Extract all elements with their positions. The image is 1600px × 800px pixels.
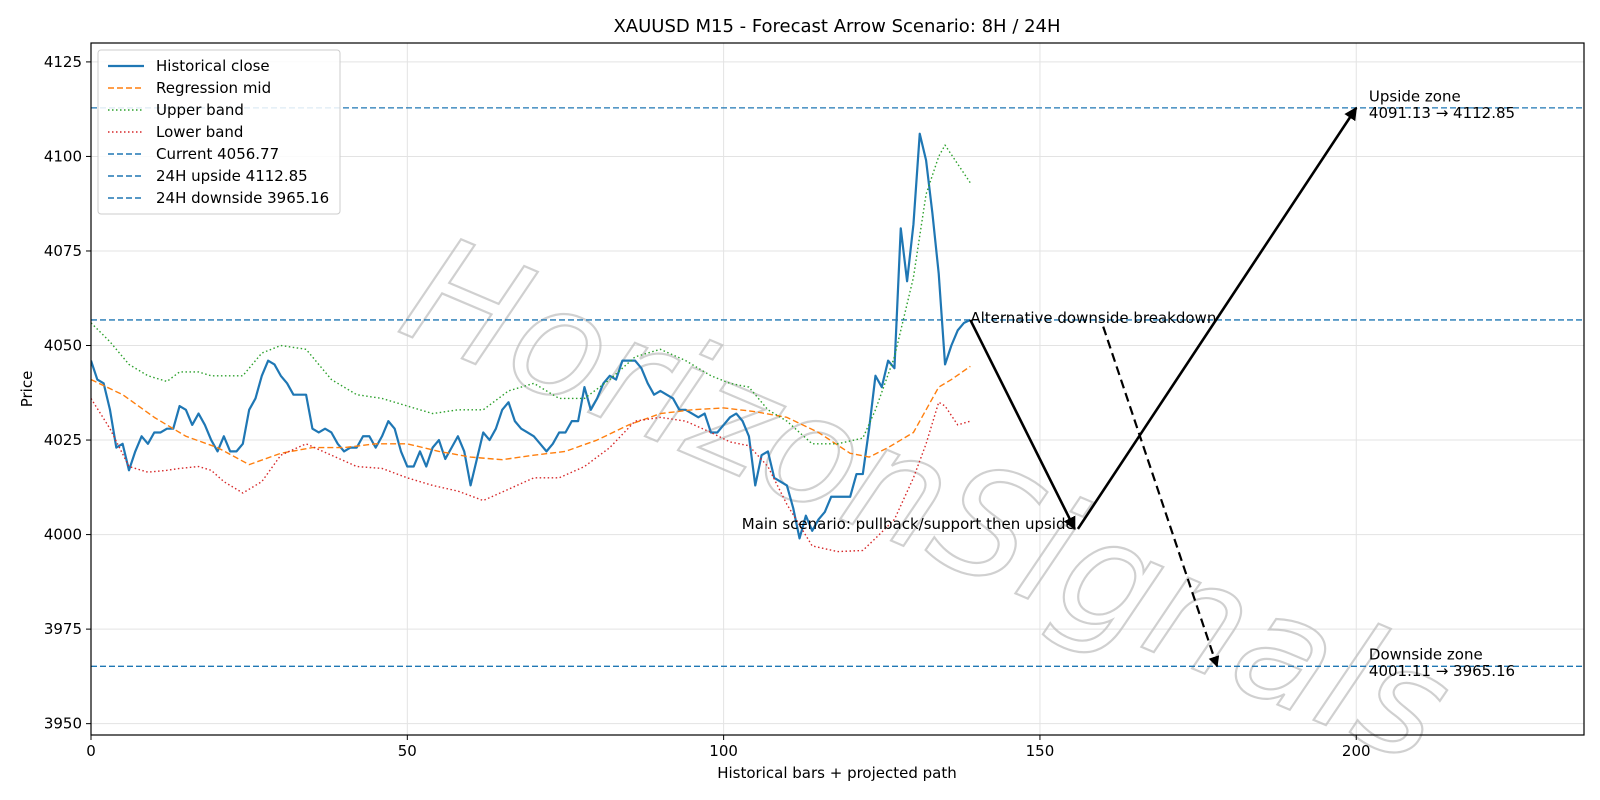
annotation-upside-range: 4091.13 → 4112.85	[1369, 104, 1515, 122]
series-upper-band	[91, 144, 971, 445]
y-tick-label: 4075	[44, 242, 82, 260]
axes: 0 50 100 150 200 3950 3975 4000 4025 4050 4075 4100…	[44, 42, 1585, 760]
arrow-main-up	[1076, 106, 1358, 530]
legend-label: Upper band	[156, 101, 244, 119]
annotation-downside-range: 4001.11 → 3965.16	[1369, 662, 1515, 680]
arrow-alt-down	[1102, 326, 1220, 668]
annotation-downside-title: Downside zone	[1369, 646, 1483, 664]
y-tick-label: 3950	[44, 715, 82, 733]
series-historical-close	[91, 132, 971, 540]
chart-title: XAUUSD M15 - Forecast Arrow Scenario: 8H…	[613, 16, 1060, 37]
legend-label: 24H downside 3965.16	[156, 189, 329, 207]
y-tick-label: 4125	[44, 53, 82, 71]
x-tick-label: 150	[1026, 742, 1055, 760]
series-lines	[91, 132, 971, 553]
x-axis-label: Historical bars + projected path	[717, 764, 957, 782]
legend-box	[97, 49, 341, 215]
watermark-text: HorizonSignals	[381, 203, 1473, 798]
x-tick-label: 50	[398, 742, 417, 760]
y-tick-label: 4025	[44, 431, 82, 449]
legend-label: Historical close	[156, 57, 270, 75]
legend-label: Regression mid	[156, 79, 271, 97]
x-tick-label: 0	[86, 742, 96, 760]
legend-label: Lower band	[156, 123, 243, 141]
annotation-alt-label: Alternative downside breakdown	[970, 309, 1216, 327]
y-tick-label: 4000	[44, 526, 82, 544]
series-lower-band	[91, 398, 971, 553]
y-tick-label: 4100	[44, 147, 82, 165]
plot-frame	[90, 42, 1585, 736]
legend-label: 24H upside 4112.85	[156, 167, 308, 185]
annotation-upside-title: Upside zone	[1369, 88, 1461, 106]
forecast-arrows	[969, 106, 1358, 668]
y-tick-label: 3975	[44, 620, 82, 638]
y-axis-label: Price	[18, 371, 36, 408]
annotation-main-label: Main scenario: pullback/support then ups…	[742, 515, 1075, 533]
x-tick-label: 200	[1342, 742, 1371, 760]
annotations: Alternative downside breakdown Main scena…	[742, 88, 1515, 680]
legend: Historical close Regression mid Upper band…	[97, 49, 341, 215]
series-regression-mid	[91, 365, 971, 466]
y-tick-label: 4050	[44, 337, 82, 355]
x-tick-label: 100	[709, 742, 738, 760]
watermark: HorizonSignals	[380, 202, 1474, 799]
arrow-main-down	[969, 319, 1076, 531]
legend-label: Current 4056.77	[156, 145, 279, 163]
